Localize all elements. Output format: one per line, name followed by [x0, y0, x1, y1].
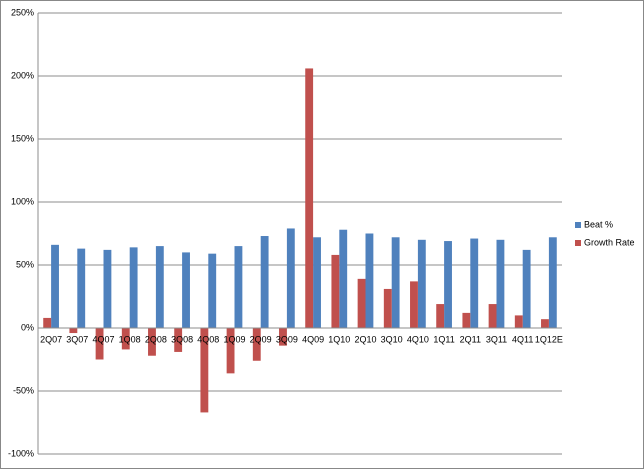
y-tick-label: 0% [21, 322, 34, 332]
bar [357, 278, 366, 328]
bar [77, 248, 86, 328]
bar [410, 281, 418, 328]
legend-swatch [575, 240, 581, 246]
bar [470, 238, 479, 328]
x-tick-label: 1Q08 [119, 334, 141, 344]
x-tick-label: 1Q10 [328, 334, 350, 344]
bar [365, 233, 374, 328]
legend-swatch [575, 222, 581, 228]
bar [200, 328, 209, 413]
bar [182, 252, 190, 328]
bar [174, 328, 183, 352]
bar [260, 236, 269, 328]
x-tick-label: 2Q08 [145, 334, 167, 344]
bar [391, 237, 400, 328]
x-tick-label: 3Q09 [276, 334, 298, 344]
x-tick-label: 2Q10 [354, 334, 376, 344]
bar [313, 237, 321, 328]
bar [331, 254, 340, 328]
bar [279, 328, 287, 346]
bar [496, 239, 505, 328]
bar [488, 304, 497, 328]
x-tick-label: 2Q07 [40, 334, 62, 344]
y-tick-label: 100% [11, 196, 34, 206]
bar [95, 328, 104, 360]
bar [305, 68, 314, 328]
bar [522, 249, 531, 328]
x-tick-label: 1Q12E [535, 334, 563, 344]
bar [129, 247, 138, 328]
bar [462, 312, 471, 328]
bar [121, 328, 130, 350]
x-tick-label: 4Q09 [302, 334, 324, 344]
y-tick-label: -100% [8, 448, 34, 458]
bar [252, 328, 261, 361]
bar [103, 249, 112, 328]
x-tick-label: 4Q10 [407, 334, 429, 344]
bar [514, 315, 523, 328]
bar [383, 288, 392, 328]
bar [69, 328, 78, 334]
x-tick-label: 4Q11 [512, 334, 533, 344]
bar [234, 246, 243, 328]
bar [148, 328, 156, 356]
legend-label: Beat % [584, 219, 613, 229]
x-tick-label: 4Q08 [197, 334, 219, 344]
x-tick-label: 3Q08 [171, 334, 193, 344]
x-tick-label: 2Q09 [250, 334, 272, 344]
x-tick-label: 3Q07 [66, 334, 88, 344]
x-tick-label: 2Q11 [460, 334, 481, 344]
x-tick-label: 1Q11 [433, 334, 454, 344]
y-tick-label: 200% [11, 70, 34, 80]
bar [417, 239, 426, 328]
bar [43, 317, 52, 328]
y-tick-label: -50% [13, 385, 34, 395]
y-tick-label: 50% [16, 259, 34, 269]
x-tick-label: 1Q09 [223, 334, 245, 344]
x-tick-label: 3Q11 [486, 334, 507, 344]
bar [548, 237, 557, 328]
y-tick-label: 250% [11, 7, 34, 17]
bar [51, 244, 59, 328]
x-tick-label: 4Q07 [92, 334, 114, 344]
bar [155, 246, 164, 328]
y-tick-label: 150% [11, 133, 34, 143]
x-tick-label: 3Q10 [381, 334, 403, 344]
bar [226, 328, 235, 374]
legend-label: Growth Rate [584, 237, 635, 247]
bar [208, 253, 217, 328]
bar [541, 319, 549, 328]
bar [436, 304, 445, 328]
bar [444, 241, 452, 328]
bar [286, 228, 295, 328]
bar [339, 229, 348, 328]
